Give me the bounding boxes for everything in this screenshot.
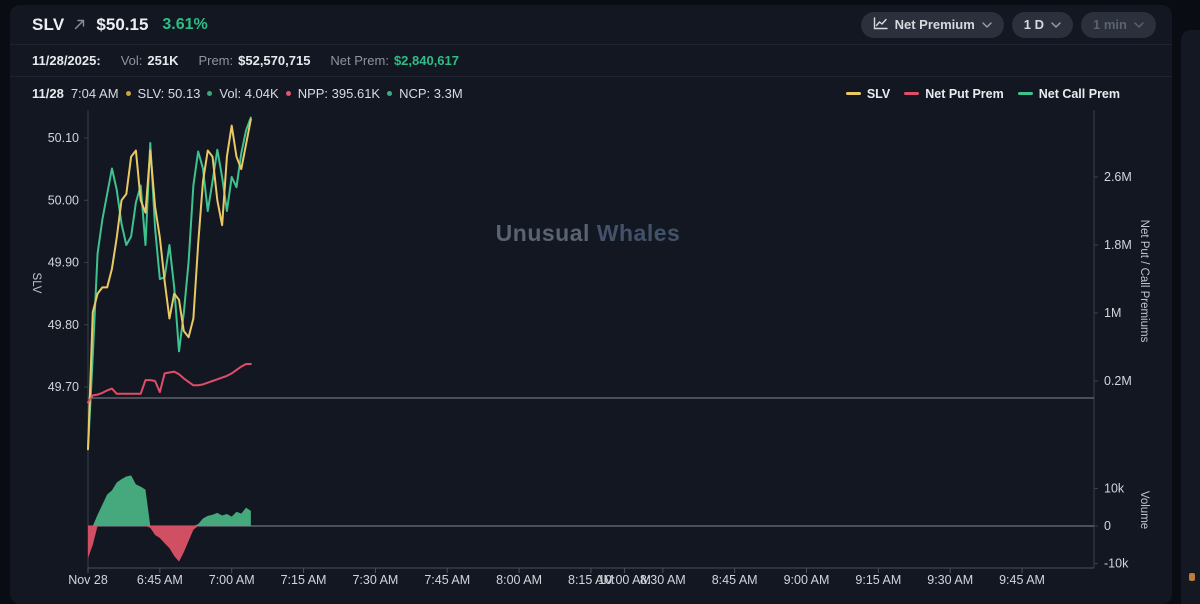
series-bullet (125, 91, 131, 96)
chart-card: SLV $50.15 3.61% Net Premium 1 D (10, 5, 1172, 604)
svg-text:9:00 AM: 9:00 AM (784, 573, 830, 587)
range-dropdown[interactable]: 1 D (1011, 11, 1074, 38)
legend-item-net-call-prem[interactable]: Net Call Prem (1017, 87, 1120, 101)
svg-text:Nov 28: Nov 28 (68, 573, 108, 587)
svg-text:50.00: 50.00 (48, 193, 79, 207)
svg-text:49.80: 49.80 (48, 318, 79, 332)
crosshair-readout: 11/28 7:04 AM SLV: 50.13 Vol: 4.04K NPP:… (32, 86, 463, 101)
legend-item-net-put-prem[interactable]: Net Put Prem (904, 87, 1004, 101)
svg-text:9:45 AM: 9:45 AM (999, 573, 1045, 587)
summary-date: 11/28/2025: (32, 53, 101, 68)
interval-dropdown-label: 1 min (1093, 17, 1127, 32)
svg-text:7:45 AM: 7:45 AM (424, 573, 470, 587)
side-panel-marker-icon (1189, 573, 1195, 581)
svg-text:7:00 AM: 7:00 AM (209, 573, 255, 587)
summary-volume: Vol: 251K (120, 53, 179, 68)
series-bullet (207, 91, 213, 96)
svg-text:1M: 1M (1104, 306, 1121, 320)
crosshair-time: 7:04 AM (70, 86, 119, 101)
range-dropdown-label: 1 D (1023, 17, 1045, 32)
svg-text:Net Put / Call Premiums: Net Put / Call Premiums (1138, 220, 1150, 343)
header-row: SLV $50.15 3.61% Net Premium 1 D (10, 5, 1172, 45)
side-panel-edge (1181, 30, 1200, 604)
svg-text:SLV: SLV (30, 273, 42, 294)
trend-up-arrow-icon (73, 18, 86, 31)
svg-text:2.6M: 2.6M (1104, 170, 1132, 184)
day-summary-row: 11/28/2025: Vol: 251K Prem: $52,570,715 … (10, 45, 1172, 77)
svg-text:0.2M: 0.2M (1104, 374, 1132, 388)
svg-text:6:45 AM: 6:45 AM (137, 573, 183, 587)
metric-dropdown-label: Net Premium (894, 17, 975, 32)
svg-text:8:00 AM: 8:00 AM (496, 573, 542, 587)
metric-dropdown[interactable]: Net Premium (860, 11, 1004, 38)
svg-text:9:15 AM: 9:15 AM (855, 573, 901, 587)
svg-text:8:15 AM: 8:15 AM (568, 573, 614, 587)
svg-text:50.10: 50.10 (48, 131, 79, 145)
crosshair-vol: Vol: 4.04K (219, 86, 279, 101)
svg-text:0: 0 (1104, 519, 1111, 533)
svg-text:8:45 AM: 8:45 AM (712, 573, 758, 587)
svg-text:10k: 10k (1104, 482, 1125, 496)
svg-text:Volume: Volume (1138, 491, 1150, 529)
svg-text:49.70: 49.70 (48, 380, 79, 394)
legend-dash (845, 92, 861, 95)
ticker-symbol: SLV (32, 14, 65, 34)
percent-change: 3.61% (162, 15, 208, 33)
svg-text:8:30 AM: 8:30 AM (640, 573, 686, 587)
crosshair-slv: SLV: 50.13 (137, 86, 201, 101)
svg-text:-10k: -10k (1104, 557, 1129, 571)
chevron-down-icon (1134, 21, 1144, 28)
series-bullet (285, 91, 291, 96)
legend-item-slv[interactable]: SLV (845, 87, 890, 101)
toolbar: Net Premium 1 D 1 min (860, 11, 1156, 38)
chart-legend: SLV Net Put Prem Net Call Prem (845, 87, 1120, 101)
svg-text:9:30 AM: 9:30 AM (927, 573, 973, 587)
crosshair-ncp: NCP: 3.3M (399, 86, 463, 101)
chevron-down-icon (982, 21, 992, 28)
chart-metric-icon (873, 16, 888, 33)
series-bullet (387, 91, 393, 96)
svg-text:49.90: 49.90 (48, 256, 79, 270)
legend-dash (904, 92, 920, 95)
current-price: $50.15 (96, 14, 149, 34)
crosshair-npp: NPP: 395.61K (297, 86, 381, 101)
chevron-down-icon (1051, 21, 1061, 28)
crosshair-legend-row: 11/28 7:04 AM SLV: 50.13 Vol: 4.04K NPP:… (10, 77, 1172, 110)
svg-text:7:30 AM: 7:30 AM (352, 573, 398, 587)
interval-dropdown[interactable]: 1 min (1081, 11, 1156, 38)
svg-text:7:15 AM: 7:15 AM (281, 573, 327, 587)
legend-dash (1017, 92, 1033, 95)
svg-text:10:00 AM: 10:00 AM (598, 573, 651, 587)
summary-premium: Prem: $52,570,715 (198, 53, 311, 68)
svg-text:1.8M: 1.8M (1104, 238, 1132, 252)
svg-text:Unusual Whales: Unusual Whales (496, 220, 681, 246)
summary-net-premium: Net Prem: $2,840,617 (330, 53, 460, 68)
